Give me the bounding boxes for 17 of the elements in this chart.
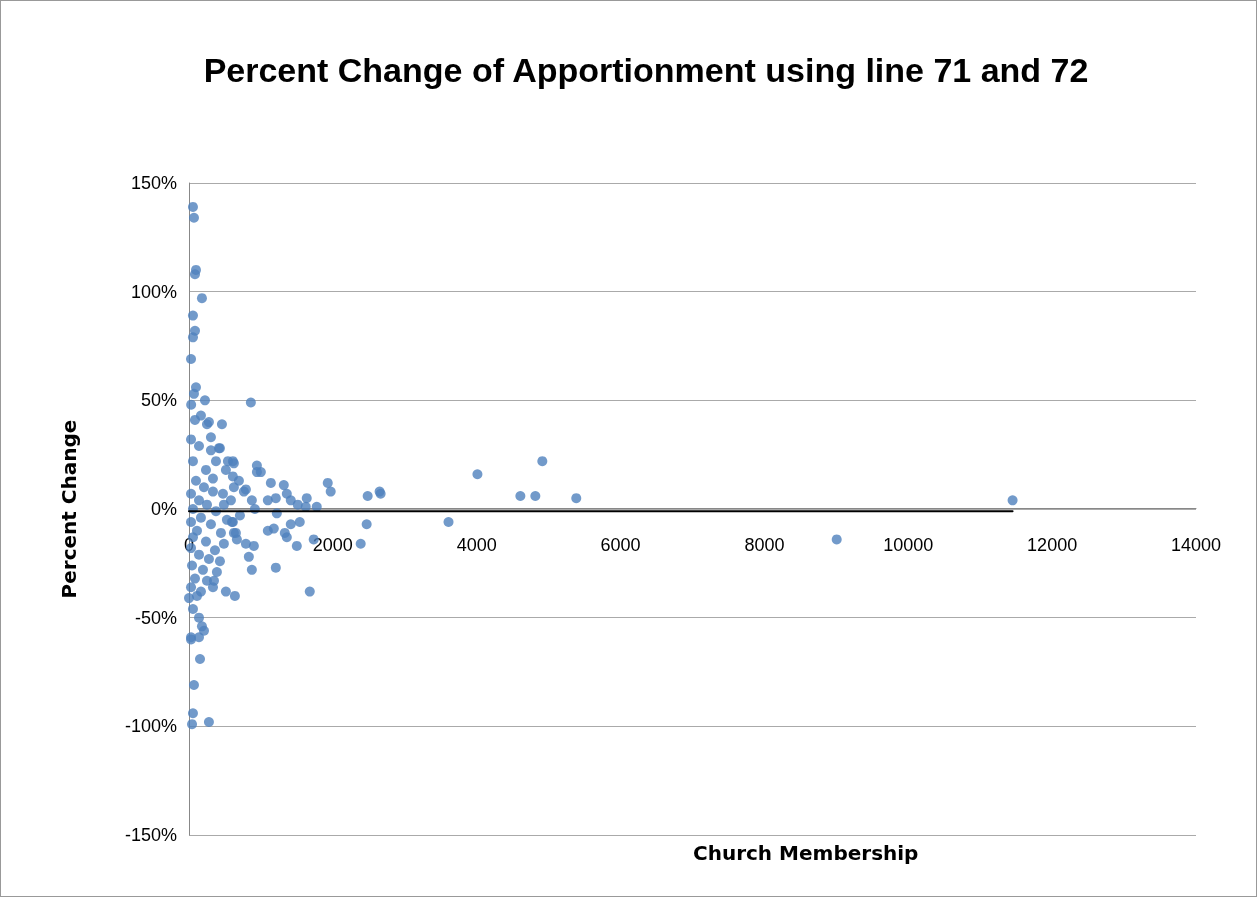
x-tick-label: 6000	[600, 535, 641, 555]
y-axis-title: Percent Change	[57, 419, 81, 599]
y-tick-label: 0%	[150, 499, 177, 519]
y-tick-label: -50%	[134, 607, 177, 628]
y-tick-label: 150%	[130, 173, 177, 193]
y-tick-label: -150%	[124, 825, 177, 845]
chart-title: Percent Change of Apportionment using line 71 and 72	[203, 51, 1089, 89]
y-tick-label: 100%	[130, 281, 177, 302]
x-tick-label: 10000	[883, 535, 934, 555]
y-tick-label: 50%	[140, 390, 177, 411]
x-tick-label: 8000	[744, 535, 785, 555]
x-tick-label: 12000	[1027, 535, 1078, 555]
x-tick-label: 2000	[312, 535, 353, 555]
x-tick-label: 14000	[1170, 535, 1222, 555]
y-tick-label: -100%	[124, 716, 177, 737]
x-axis-title: Church Membership	[692, 841, 919, 865]
x-tick-label: 4000	[456, 535, 497, 555]
